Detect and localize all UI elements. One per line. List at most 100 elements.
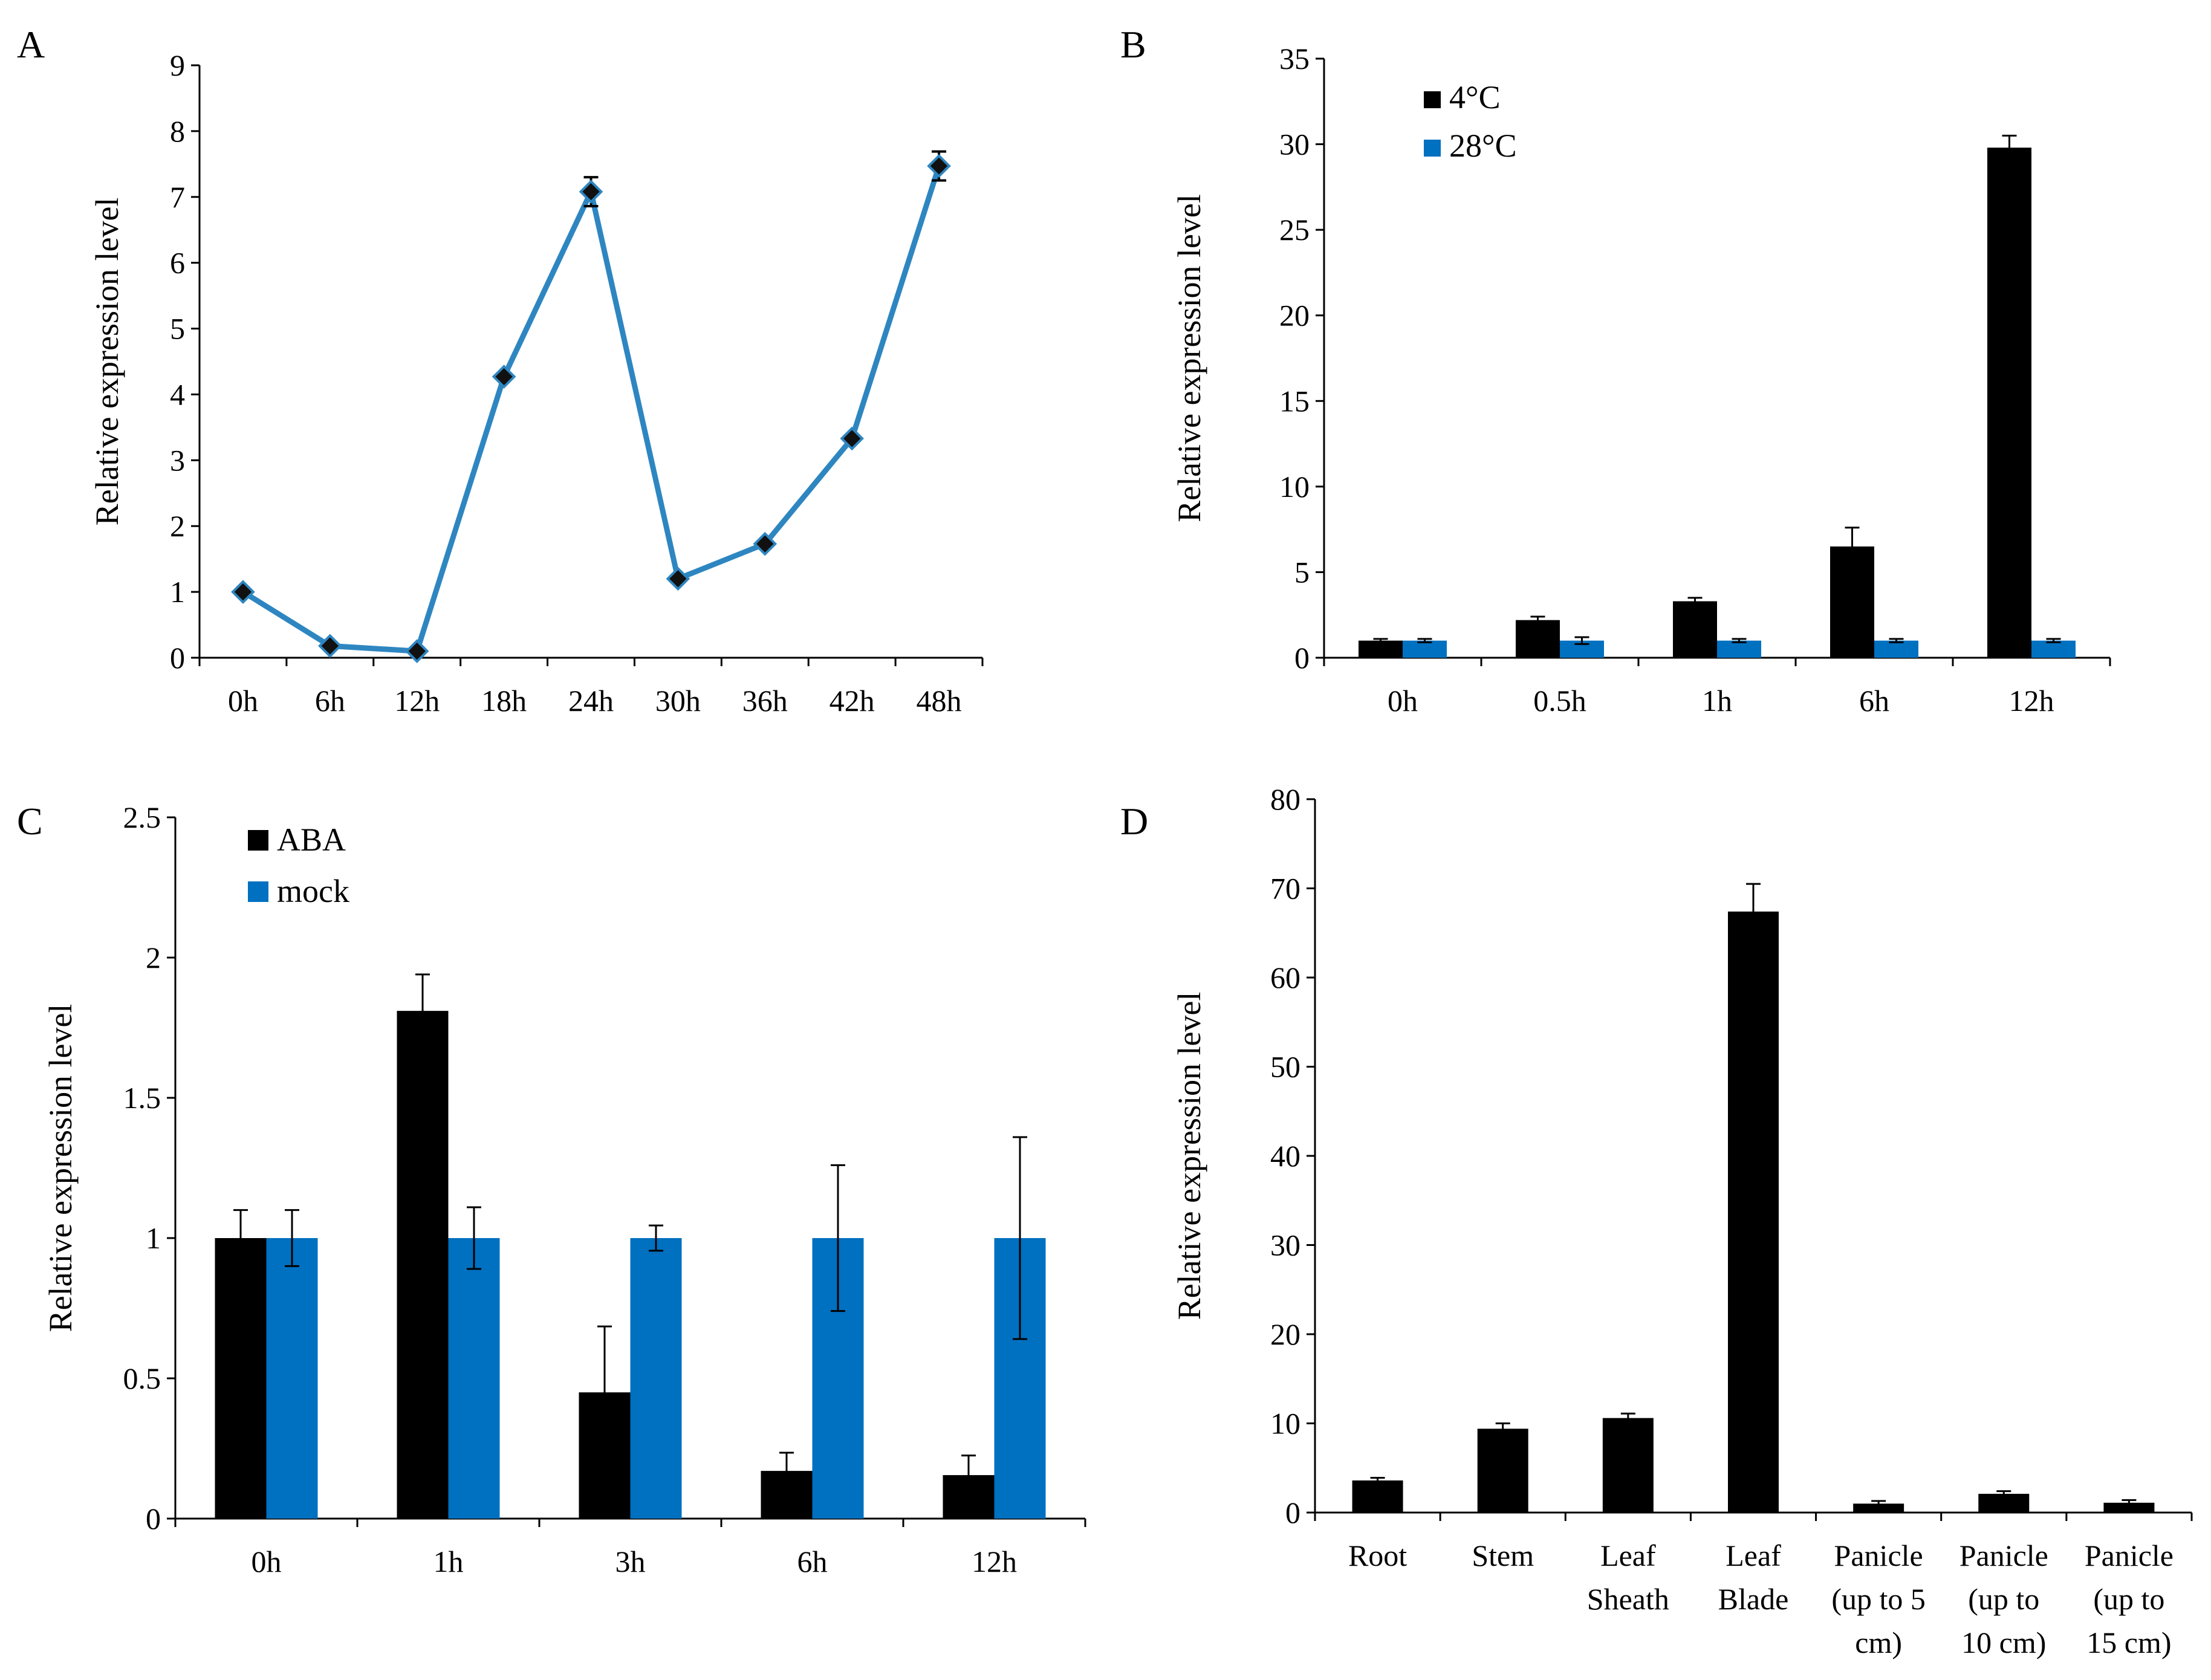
bar: [1352, 1480, 1403, 1513]
x-tick-label: Panicle: [2085, 1539, 2174, 1572]
data-point: [492, 365, 516, 389]
legend-swatch: [248, 830, 268, 851]
y-tick-label: 0: [1294, 641, 1310, 675]
x-tick-label: 0h: [1388, 684, 1418, 718]
bar: [2103, 1502, 2155, 1513]
y-tick-label: 30: [1270, 1228, 1300, 1262]
y-tick-label: 2: [146, 941, 161, 975]
x-tick-label: (up to: [2093, 1582, 2164, 1616]
y-tick-label: 1.5: [123, 1081, 161, 1115]
bar: [630, 1238, 682, 1519]
x-tick-label: 24h: [568, 684, 614, 718]
y-tick-label: 10: [1279, 470, 1310, 504]
x-tick-label: Leaf: [1726, 1539, 1781, 1572]
y-axis-title: Relative expression level: [42, 1004, 79, 1332]
y-axis-title: Relative expression level: [89, 198, 125, 526]
legend-label: mock: [277, 873, 349, 909]
y-axis-title: Relative expression level: [1171, 194, 1207, 522]
y-tick-label: 20: [1270, 1317, 1300, 1351]
y-tick-label: 0.5: [123, 1361, 161, 1395]
chart-c: 0 0.5 1 1.5 2 2.5 0h 1h 3h 6h 12h Relative expressi…: [42, 800, 1086, 1578]
y-tick-label: 50: [1270, 1050, 1300, 1084]
y-tick-label: 20: [1279, 299, 1310, 332]
x-tick-label: Root: [1348, 1539, 1407, 1572]
x-tick-label: 0.5h: [1533, 684, 1586, 718]
y-tick-label: 7: [170, 180, 185, 214]
y-tick-label: 80: [1270, 782, 1300, 816]
bar: [215, 1238, 267, 1519]
x-tick-label: 12h: [2009, 684, 2054, 718]
x-tick-label: (up to 5: [1831, 1582, 1926, 1616]
data-point: [753, 531, 778, 556]
x-tick-label: cm): [1855, 1626, 1902, 1659]
x-tick-label: Panicle: [1834, 1539, 1923, 1572]
x-tick-label: 18h: [481, 684, 527, 718]
x-tick-label: 12h: [972, 1545, 1017, 1578]
y-tick-label: 35: [1279, 42, 1310, 76]
legend-swatch: [1424, 140, 1441, 157]
legend-label: ABA: [277, 822, 346, 858]
bar: [1853, 1503, 1904, 1513]
bar: [1359, 640, 1403, 658]
y-tick-label: 0: [1285, 1496, 1300, 1529]
bar: [2031, 640, 2076, 658]
panel-label-c: C: [17, 800, 43, 843]
series-line: [241, 165, 942, 654]
y-tick-label: 30: [1279, 128, 1310, 161]
y-tick-label: 60: [1270, 961, 1300, 994]
x-tick-label: 36h: [742, 684, 788, 718]
x-tick-label: 3h: [615, 1545, 646, 1578]
bar: [448, 1238, 500, 1519]
x-tick-label: 0h: [252, 1545, 282, 1578]
x-tick-label: Leaf: [1600, 1539, 1656, 1572]
x-tick-label: 1h: [433, 1545, 464, 1578]
panel-label-a: A: [17, 23, 45, 66]
data-point: [840, 426, 864, 451]
bar: [1717, 640, 1761, 658]
x-tick-label: 1h: [1702, 684, 1732, 718]
data-point: [231, 580, 255, 604]
y-tick-label: 10: [1270, 1407, 1300, 1441]
x-tick-label: Blade: [1718, 1582, 1789, 1616]
data-point: [579, 180, 603, 204]
legend-label: 28°C: [1449, 128, 1517, 164]
y-tick-label: 0: [146, 1502, 161, 1536]
data-point: [404, 639, 429, 663]
y-tick-label: 5: [1294, 555, 1310, 589]
bar: [1403, 640, 1447, 658]
y-tick-label: 2: [170, 509, 185, 543]
data-point: [318, 634, 342, 658]
y-tick-label: 5: [170, 312, 185, 346]
x-tick-label: 30h: [655, 684, 701, 718]
y-tick-label: 70: [1270, 872, 1300, 906]
x-tick-label: 48h: [917, 684, 962, 718]
bar: [266, 1238, 318, 1519]
y-tick-label: 2.5: [123, 800, 161, 834]
panel-label-d: D: [1120, 800, 1148, 843]
data-point: [666, 566, 690, 591]
bar: [1516, 620, 1560, 658]
y-tick-label: 4: [170, 377, 185, 411]
y-tick-label: 0: [170, 641, 185, 675]
x-tick-label: 6h: [1859, 684, 1889, 718]
y-tick-label: 6: [170, 246, 185, 280]
y-axis-title: Relative expression level: [1171, 992, 1207, 1320]
chart-b: 0 5 10 15 20 25 30 35 0h 0.5h 1h 6h 12h Relative expr…: [1171, 42, 2111, 718]
chart-a: 0 1 2 3 4 5 6 7 8 9 0h 6h 12h 18h 24h 30h 36h 42h 48h Relat…: [89, 48, 984, 718]
y-tick-label: 40: [1270, 1139, 1300, 1173]
bar: [397, 1011, 449, 1519]
chart-d: 0 10 20 30 40 50 60 70 80 Root Stem Leaf Sheath Leaf B…: [1171, 782, 2193, 1659]
legend-swatch: [1424, 91, 1441, 108]
y-tick-label: 25: [1279, 213, 1310, 247]
y-tick-label: 1: [146, 1221, 161, 1255]
bar: [1673, 601, 1717, 658]
x-tick-label: 0h: [228, 684, 258, 718]
x-tick-label: 6h: [797, 1545, 828, 1578]
x-tick-label: Sheath: [1587, 1582, 1669, 1616]
bar: [1602, 1418, 1654, 1513]
x-tick-label: 10 cm): [1961, 1626, 2046, 1659]
x-tick-label: 15 cm): [2086, 1626, 2171, 1659]
y-tick-label: 9: [170, 48, 185, 82]
panel-label-b: B: [1120, 23, 1146, 66]
